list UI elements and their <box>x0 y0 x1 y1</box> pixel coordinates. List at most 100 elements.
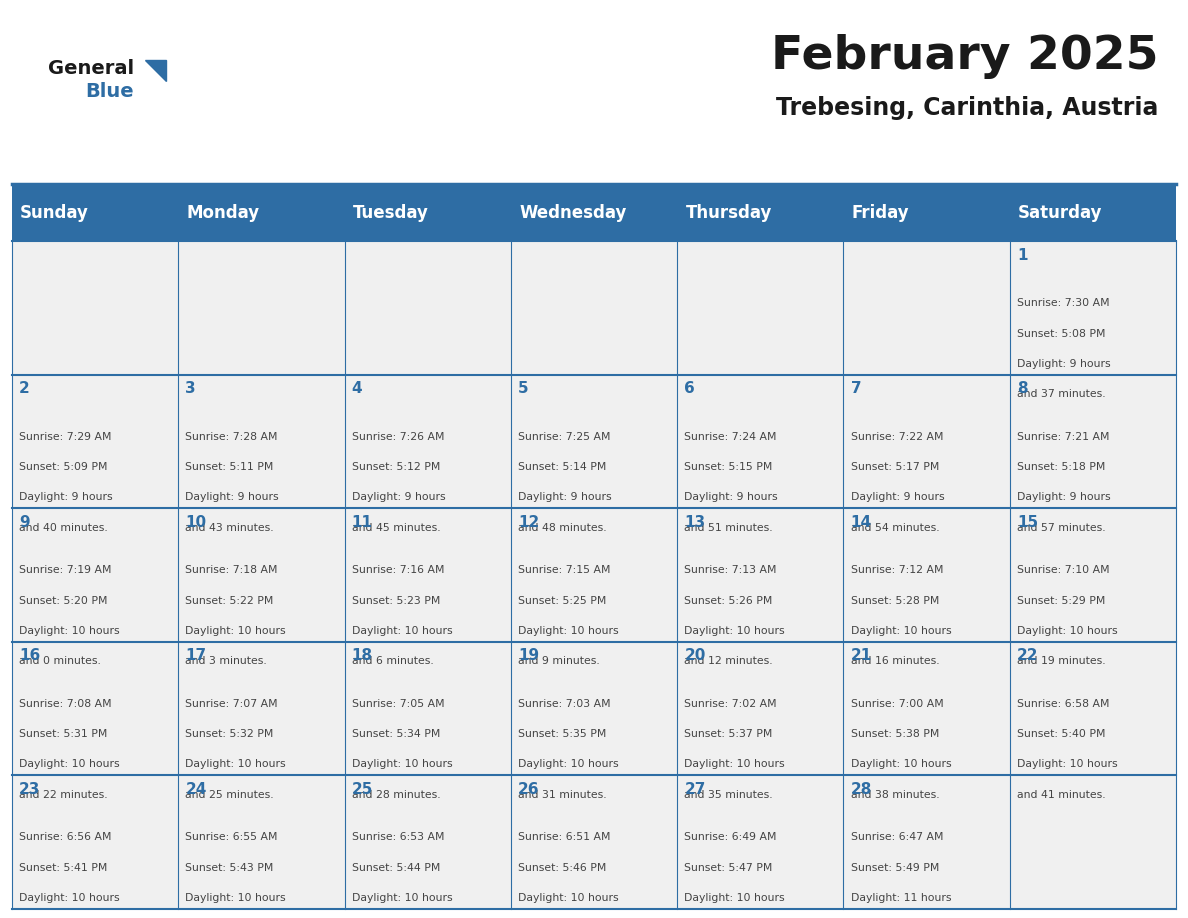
Text: Friday: Friday <box>852 204 910 221</box>
Text: Sunset: 5:18 PM: Sunset: 5:18 PM <box>1017 462 1105 472</box>
Text: 27: 27 <box>684 782 706 797</box>
Text: Sunrise: 7:25 AM: Sunrise: 7:25 AM <box>518 431 611 442</box>
Text: 9: 9 <box>19 515 30 530</box>
Bar <box>345 509 511 642</box>
Text: Sunset: 5:29 PM: Sunset: 5:29 PM <box>1017 596 1105 606</box>
Text: and 28 minutes.: and 28 minutes. <box>352 789 441 800</box>
Text: Daylight: 10 hours: Daylight: 10 hours <box>1017 759 1118 769</box>
Text: Daylight: 10 hours: Daylight: 10 hours <box>684 626 785 636</box>
Text: 1: 1 <box>1017 248 1028 263</box>
Text: 28: 28 <box>851 782 872 797</box>
Text: Sunrise: 7:22 AM: Sunrise: 7:22 AM <box>851 431 943 442</box>
Bar <box>178 241 345 375</box>
Text: 16: 16 <box>19 648 40 664</box>
Text: Sunset: 5:12 PM: Sunset: 5:12 PM <box>352 462 440 472</box>
Text: Trebesing, Carinthia, Austria: Trebesing, Carinthia, Austria <box>776 96 1158 120</box>
Text: Sunset: 5:09 PM: Sunset: 5:09 PM <box>19 462 107 472</box>
Text: and 37 minutes.: and 37 minutes. <box>1017 389 1106 399</box>
Polygon shape <box>145 60 166 81</box>
Text: Daylight: 9 hours: Daylight: 9 hours <box>185 492 279 502</box>
Text: Daylight: 9 hours: Daylight: 9 hours <box>851 492 944 502</box>
Text: Sunrise: 7:03 AM: Sunrise: 7:03 AM <box>518 699 611 709</box>
Text: Daylight: 9 hours: Daylight: 9 hours <box>19 492 113 502</box>
Text: Daylight: 10 hours: Daylight: 10 hours <box>518 893 619 902</box>
Text: 25: 25 <box>352 782 373 797</box>
Text: and 25 minutes.: and 25 minutes. <box>185 789 274 800</box>
Text: Sunrise: 6:58 AM: Sunrise: 6:58 AM <box>1017 699 1110 709</box>
Text: 6: 6 <box>684 381 695 397</box>
Text: Sunrise: 7:28 AM: Sunrise: 7:28 AM <box>185 431 278 442</box>
Text: and 48 minutes.: and 48 minutes. <box>518 522 607 532</box>
Bar <box>1010 509 1176 642</box>
Text: Sunset: 5:23 PM: Sunset: 5:23 PM <box>352 596 440 606</box>
Text: Daylight: 9 hours: Daylight: 9 hours <box>1017 492 1111 502</box>
Text: Sunset: 5:11 PM: Sunset: 5:11 PM <box>185 462 273 472</box>
Text: 3: 3 <box>185 381 196 397</box>
Text: Sunset: 5:44 PM: Sunset: 5:44 PM <box>352 863 440 872</box>
Text: Sunrise: 7:29 AM: Sunrise: 7:29 AM <box>19 431 112 442</box>
Bar <box>345 375 511 509</box>
Bar <box>345 642 511 776</box>
Text: 7: 7 <box>851 381 861 397</box>
Text: Sunrise: 7:12 AM: Sunrise: 7:12 AM <box>851 565 943 576</box>
Text: Daylight: 10 hours: Daylight: 10 hours <box>352 759 453 769</box>
Text: Sunrise: 7:08 AM: Sunrise: 7:08 AM <box>19 699 112 709</box>
Text: Sunday: Sunday <box>20 204 89 221</box>
Text: Wednesday: Wednesday <box>519 204 626 221</box>
Bar <box>178 776 345 909</box>
Text: Tuesday: Tuesday <box>353 204 429 221</box>
Text: Saturday: Saturday <box>1018 204 1102 221</box>
Bar <box>1010 642 1176 776</box>
Bar <box>677 241 843 375</box>
Text: Sunrise: 6:51 AM: Sunrise: 6:51 AM <box>518 833 611 842</box>
Bar <box>12 776 178 909</box>
Text: Sunrise: 7:10 AM: Sunrise: 7:10 AM <box>1017 565 1110 576</box>
Text: and 9 minutes.: and 9 minutes. <box>518 656 600 666</box>
Bar <box>1010 241 1176 375</box>
Text: 23: 23 <box>19 782 40 797</box>
Text: Sunset: 5:47 PM: Sunset: 5:47 PM <box>684 863 772 872</box>
Bar <box>677 642 843 776</box>
Text: Daylight: 10 hours: Daylight: 10 hours <box>19 893 120 902</box>
Bar <box>511 776 677 909</box>
Text: Sunset: 5:25 PM: Sunset: 5:25 PM <box>518 596 606 606</box>
Bar <box>511 642 677 776</box>
Text: 15: 15 <box>1017 515 1038 530</box>
Text: and 16 minutes.: and 16 minutes. <box>851 656 940 666</box>
Text: Sunrise: 7:13 AM: Sunrise: 7:13 AM <box>684 565 777 576</box>
Text: Daylight: 9 hours: Daylight: 9 hours <box>518 492 612 502</box>
Text: and 3 minutes.: and 3 minutes. <box>185 656 267 666</box>
Text: Sunset: 5:32 PM: Sunset: 5:32 PM <box>185 729 273 739</box>
Text: and 12 minutes.: and 12 minutes. <box>684 656 773 666</box>
Text: 11: 11 <box>352 515 373 530</box>
Text: Sunrise: 7:15 AM: Sunrise: 7:15 AM <box>518 565 611 576</box>
Bar <box>345 241 511 375</box>
Text: 8: 8 <box>1017 381 1028 397</box>
Bar <box>178 375 345 509</box>
Bar <box>178 509 345 642</box>
Text: Sunset: 5:49 PM: Sunset: 5:49 PM <box>851 863 939 872</box>
Text: and 57 minutes.: and 57 minutes. <box>1017 522 1106 532</box>
Text: Sunrise: 7:21 AM: Sunrise: 7:21 AM <box>1017 431 1110 442</box>
Text: 12: 12 <box>518 515 539 530</box>
Text: Daylight: 10 hours: Daylight: 10 hours <box>518 626 619 636</box>
Text: Daylight: 10 hours: Daylight: 10 hours <box>1017 626 1118 636</box>
Text: Sunrise: 6:53 AM: Sunrise: 6:53 AM <box>352 833 444 842</box>
Text: Daylight: 10 hours: Daylight: 10 hours <box>19 759 120 769</box>
Text: Daylight: 10 hours: Daylight: 10 hours <box>185 759 286 769</box>
Text: Sunrise: 7:18 AM: Sunrise: 7:18 AM <box>185 565 278 576</box>
Text: Thursday: Thursday <box>685 204 772 221</box>
Bar <box>12 509 178 642</box>
Text: Daylight: 10 hours: Daylight: 10 hours <box>352 626 453 636</box>
Bar <box>843 776 1010 909</box>
Text: Daylight: 9 hours: Daylight: 9 hours <box>684 492 778 502</box>
Text: Daylight: 10 hours: Daylight: 10 hours <box>684 893 785 902</box>
Text: and 41 minutes.: and 41 minutes. <box>1017 789 1106 800</box>
Text: 18: 18 <box>352 648 373 664</box>
Text: and 45 minutes.: and 45 minutes. <box>352 522 441 532</box>
Bar <box>511 241 677 375</box>
Text: Sunrise: 7:24 AM: Sunrise: 7:24 AM <box>684 431 777 442</box>
Text: Sunset: 5:14 PM: Sunset: 5:14 PM <box>518 462 606 472</box>
Bar <box>843 375 1010 509</box>
Text: 24: 24 <box>185 782 207 797</box>
